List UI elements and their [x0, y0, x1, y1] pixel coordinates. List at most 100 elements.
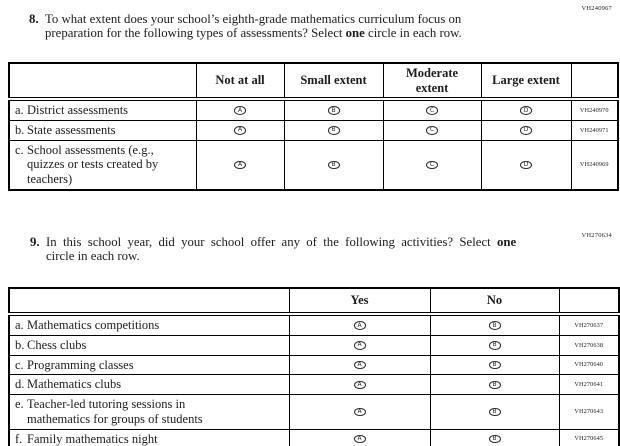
row-label-text: Teacher-led tutoring sessions in mathema…: [27, 397, 203, 426]
question9-line1: In this school year, did your school off…: [46, 235, 586, 250]
option-cell: B: [283, 98, 384, 121]
option-cell: D: [480, 119, 572, 141]
table2-header-row: Yes No: [8, 287, 620, 316]
question9-text: In this school year, did your school off…: [46, 235, 586, 263]
option-cell: B: [429, 313, 560, 336]
table-row: e. Teacher-led tutoring sessions in mathe…: [8, 394, 620, 430]
option-cell: A: [195, 98, 285, 121]
question8-line2-post: circle in each row.: [364, 25, 462, 40]
option-cell: A: [288, 334, 431, 356]
row-letter: c.: [15, 142, 24, 157]
option-cell: A: [288, 394, 431, 430]
question8-line2-bold: one: [345, 25, 365, 40]
assessments-extent-table: Not at all Small extent Moderate extent …: [8, 62, 619, 191]
question9-number: 9.: [30, 235, 40, 249]
vh-code: VH270645: [558, 428, 620, 446]
table1-corner-cell: [8, 62, 197, 101]
response-oval-yes[interactable]: A: [353, 407, 366, 417]
row-letter: b.: [15, 122, 25, 137]
option-cell: C: [382, 119, 482, 141]
response-oval-a[interactable]: A: [234, 160, 246, 170]
response-oval-a[interactable]: A: [234, 106, 246, 115]
row-label-school-assessments: c. School assessments (e.g., quizzes or t…: [8, 139, 197, 191]
option-cell: B: [283, 139, 384, 191]
option-cell: C: [382, 98, 482, 121]
row-letter: d.: [15, 377, 25, 392]
row-label-text: Programming classes: [27, 357, 134, 372]
table1-header-row: Not at all Small extent Moderate extent …: [8, 62, 619, 101]
table-row: c. School assessments (e.g., quizzes or t…: [8, 139, 619, 191]
response-oval-yes[interactable]: A: [353, 380, 366, 390]
activities-yes-no-table: Yes No a. Mathematics competitions A B VH…: [8, 287, 620, 446]
vh-code: VH270637: [558, 313, 620, 336]
response-oval-d[interactable]: D: [520, 106, 532, 115]
question9-vh-code: VH270634: [581, 232, 612, 239]
response-oval-d[interactable]: D: [520, 160, 532, 170]
response-oval-no[interactable]: B: [488, 321, 501, 330]
option-cell: A: [288, 313, 431, 336]
response-oval-b[interactable]: B: [327, 106, 340, 115]
response-oval-c[interactable]: C: [426, 160, 438, 170]
table-row: f. Family mathematics night A B VH270645: [8, 428, 620, 446]
vh-code: VH270641: [558, 374, 620, 395]
row-label-mathematics-clubs: d. Mathematics clubs: [8, 374, 290, 395]
vh-code: VH270640: [558, 354, 620, 376]
response-oval-no[interactable]: B: [488, 407, 501, 417]
response-oval-no[interactable]: B: [488, 380, 501, 390]
response-oval-b[interactable]: B: [327, 160, 340, 170]
row-label-state-assessments: b. State assessments: [8, 119, 197, 141]
row-label-text: District assessments: [27, 103, 129, 117]
table-row: d. Mathematics clubs A B VH270641: [8, 374, 620, 395]
response-oval-b[interactable]: B: [327, 126, 340, 135]
vh-code: VH240971: [570, 119, 619, 141]
question8-text: To what extent does your school’s eighth…: [45, 12, 585, 40]
question8-line2-pre: preparation for the following types of a…: [45, 25, 346, 40]
option-cell: B: [429, 334, 560, 356]
vh-code: VH270643: [558, 394, 620, 430]
response-oval-yes[interactable]: A: [353, 434, 366, 444]
row-letter: e.: [15, 397, 24, 411]
question9: 9. In this school year, did your school …: [30, 235, 586, 263]
vh-code: VH240969: [570, 139, 619, 191]
response-oval-c[interactable]: C: [426, 126, 438, 135]
row-label-text: Chess clubs: [27, 337, 87, 352]
table-row: c. Programming classes A B VH270640: [8, 354, 620, 376]
column-header-no: No: [429, 287, 560, 316]
option-cell: C: [382, 139, 482, 191]
question8-vh-code: VH240967: [581, 5, 612, 12]
option-cell: B: [429, 354, 560, 376]
row-letter: f.: [15, 431, 23, 446]
table-row: a. District assessments A B C D VH240970: [8, 98, 619, 121]
question9-line1-bold: one: [496, 235, 517, 249]
column-header-yes: Yes: [288, 287, 431, 316]
question8-number: 8.: [29, 12, 39, 26]
response-oval-yes[interactable]: A: [353, 321, 366, 330]
row-label-programming-classes: c. Programming classes: [8, 354, 290, 376]
row-label-text: Family mathematics night: [27, 431, 158, 446]
response-oval-yes[interactable]: A: [353, 360, 366, 370]
response-oval-no[interactable]: B: [488, 360, 501, 370]
row-label-text: Mathematics competitions: [27, 318, 160, 332]
option-cell: D: [480, 139, 572, 191]
option-cell: B: [429, 428, 560, 446]
row-letter: b.: [15, 337, 25, 352]
table2-corner-cell: [8, 287, 290, 316]
response-oval-no[interactable]: B: [488, 341, 501, 350]
response-oval-no[interactable]: B: [488, 434, 501, 444]
option-cell: B: [283, 119, 384, 141]
option-cell: A: [195, 139, 285, 191]
response-oval-d[interactable]: D: [520, 126, 532, 135]
row-label-teacher-led-tutoring: e. Teacher-led tutoring sessions in mathe…: [8, 394, 290, 430]
row-label-mathematics-competitions: a. Mathematics competitions: [8, 313, 290, 336]
row-label-family-mathematics-night: f. Family mathematics night: [8, 428, 290, 446]
option-cell: B: [429, 374, 560, 395]
column-header-small-extent: Small extent: [283, 62, 384, 101]
row-label-text: State assessments: [27, 122, 116, 137]
question8-line1: To what extent does your school’s eighth…: [45, 12, 462, 26]
row-label-chess-clubs: b. Chess clubs: [8, 334, 290, 356]
response-oval-a[interactable]: A: [234, 126, 246, 135]
response-oval-c[interactable]: C: [426, 106, 438, 115]
table-row: b. Chess clubs A B VH270638: [8, 334, 620, 356]
response-oval-yes[interactable]: A: [353, 341, 366, 350]
